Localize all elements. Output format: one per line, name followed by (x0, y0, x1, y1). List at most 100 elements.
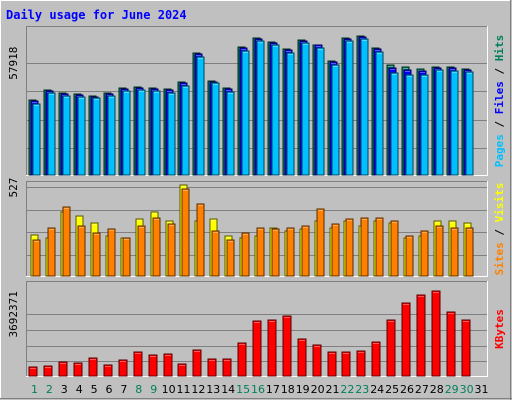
bar-sites-day-2 (47, 227, 56, 277)
day-label-27: 27 (415, 383, 429, 396)
bar-pages-day-29 (450, 70, 459, 176)
series-sites (32, 188, 474, 277)
day-label-19: 19 (296, 383, 310, 396)
day-label-20: 20 (311, 383, 325, 396)
day-label-1: 1 (31, 383, 38, 396)
day-label-30: 30 (460, 383, 474, 396)
bar-pages-day-14 (226, 91, 235, 176)
bar-sites-day-9 (152, 217, 161, 277)
bar-kbytes-day-21 (327, 351, 337, 377)
day-label-25: 25 (385, 383, 399, 396)
bar-sites-day-23 (360, 217, 369, 277)
bar-kbytes-day-23 (356, 350, 366, 377)
day-label-4: 4 (76, 383, 83, 396)
bar-sites-day-14 (226, 239, 235, 277)
bar-kbytes-day-5 (88, 357, 98, 377)
day-label-12: 12 (191, 383, 205, 396)
bar-kbytes-day-9 (148, 354, 158, 377)
bar-kbytes-day-26 (401, 302, 411, 377)
day-label-6: 6 (106, 383, 113, 396)
legend-entry: Hits (493, 35, 506, 62)
day-label-8: 8 (135, 383, 142, 396)
chart-title: Daily usage for June 2024 (6, 8, 187, 22)
day-label-28: 28 (430, 383, 444, 396)
day-label-17: 17 (266, 383, 280, 396)
bar-sites-day-6 (107, 228, 116, 277)
bar-kbytes-day-1 (28, 366, 38, 377)
day-label-7: 7 (120, 383, 127, 396)
day-label-11: 11 (177, 383, 191, 396)
bar-kbytes-day-18 (282, 315, 292, 377)
legend-entry: / (493, 114, 506, 134)
bar-kbytes-day-6 (103, 364, 113, 377)
day-label-10: 10 (162, 383, 176, 396)
bar-sites-day-4 (77, 225, 86, 277)
bar-kbytes-day-19 (297, 338, 307, 377)
day-label-31: 31 (475, 383, 489, 396)
bar-kbytes-day-2 (43, 365, 53, 377)
bar-pages-day-28 (435, 69, 444, 176)
legend-entry: KBytes (493, 309, 506, 349)
bar-pages-day-10 (167, 92, 176, 176)
bar-kbytes-day-14 (222, 358, 232, 377)
bar-pages-day-3 (62, 95, 71, 176)
day-label-9: 9 (150, 383, 157, 396)
bar-sites-day-13 (211, 230, 220, 277)
bar-sites-day-17 (271, 228, 280, 277)
bar-pages-day-13 (211, 82, 220, 176)
bar-pages-day-23 (360, 38, 369, 176)
day-label-5: 5 (91, 383, 98, 396)
bar-pages-day-2 (47, 92, 56, 176)
bar-kbytes-day-25 (386, 319, 396, 377)
bar-kbytes-day-15 (237, 342, 247, 377)
day-label-16: 16 (251, 383, 265, 396)
legend-entry: Pages (493, 134, 506, 167)
bar-pages-day-17 (271, 44, 280, 176)
bar-sites-day-20 (316, 208, 325, 277)
day-label-14: 14 (221, 383, 235, 396)
bar-kbytes-day-10 (163, 353, 173, 377)
bar-kbytes-day-3 (58, 361, 68, 377)
bar-sites-day-25 (390, 220, 399, 277)
bar-pages-day-22 (345, 40, 354, 176)
bar-sites-day-7 (122, 237, 131, 277)
bar-sites-day-3 (62, 206, 71, 277)
bar-pages-day-20 (316, 47, 325, 176)
day-label-29: 29 (445, 383, 459, 396)
legend-entry: Sites (493, 242, 506, 275)
bar-sites-day-24 (375, 217, 384, 277)
bar-sites-day-11 (181, 188, 190, 277)
legend-entry: Files (493, 81, 506, 114)
series-kbytes (28, 290, 471, 377)
day-label-2: 2 (46, 383, 53, 396)
bar-kbytes-day-12 (192, 349, 202, 377)
legend-entry: / (493, 61, 506, 81)
bar-sites-day-26 (405, 235, 414, 277)
bar-kbytes-day-11 (177, 363, 187, 377)
bar-kbytes-day-29 (446, 311, 456, 377)
bar-sites-day-1 (32, 239, 41, 277)
legend-entry: Visits (493, 183, 506, 223)
bar-kbytes-day-16 (252, 320, 262, 377)
bar-sites-day-27 (420, 230, 429, 277)
x-axis-day-labels: 1 2 3 4 5 6 7 8 9 10 11 12 13 14 15 16 17 18 19 20 21 22 23 24 2… (31, 383, 489, 396)
bar-kbytes-day-28 (431, 290, 441, 377)
y-tick-label: 527 (7, 178, 20, 198)
bar-kbytes-day-20 (312, 344, 322, 377)
bar-pages-day-7 (122, 90, 131, 176)
panel-hits: 57918 Pages / Files / Hits (7, 26, 506, 176)
day-label-21: 21 (326, 383, 340, 396)
legend-kbytes: KBytes (493, 309, 506, 349)
day-label-15: 15 (236, 383, 250, 396)
bar-pages-day-6 (107, 95, 116, 176)
bar-pages-day-4 (77, 96, 86, 176)
bar-sites-day-18 (286, 227, 295, 277)
bar-pages-day-21 (331, 64, 340, 176)
bar-pages-day-8 (137, 89, 146, 176)
bar-kbytes-day-8 (133, 351, 143, 377)
series-pages (32, 38, 474, 176)
day-label-22: 22 (340, 383, 354, 396)
bar-kbytes-day-30 (461, 319, 471, 377)
bar-pages-day-26 (405, 74, 414, 176)
